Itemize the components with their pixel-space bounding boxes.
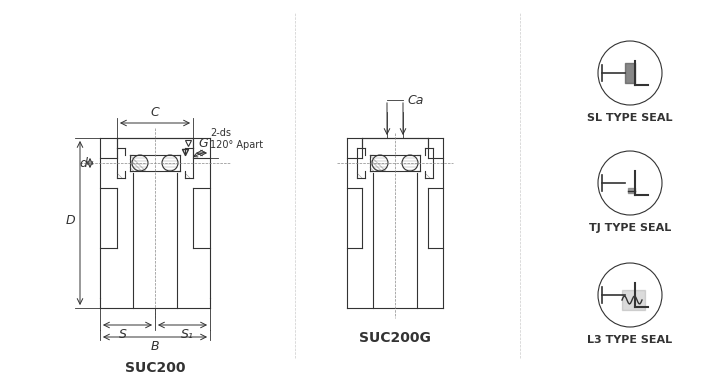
Text: S₁: S₁ <box>181 328 194 341</box>
Text: SUC200G: SUC200G <box>359 331 431 345</box>
Text: Ca: Ca <box>407 93 423 106</box>
Text: SL TYPE SEAL: SL TYPE SEAL <box>587 113 673 123</box>
Text: G: G <box>198 137 207 150</box>
Text: C: C <box>151 106 159 119</box>
Text: S: S <box>118 328 126 341</box>
Text: D: D <box>65 214 75 227</box>
Text: d: d <box>79 157 87 170</box>
Text: SUC200: SUC200 <box>125 361 185 375</box>
Text: 2-ds
120° Apart: 2-ds 120° Apart <box>193 128 263 157</box>
Text: L3 TYPE SEAL: L3 TYPE SEAL <box>587 335 672 345</box>
Text: TJ TYPE SEAL: TJ TYPE SEAL <box>589 223 671 233</box>
Text: B: B <box>151 340 159 353</box>
